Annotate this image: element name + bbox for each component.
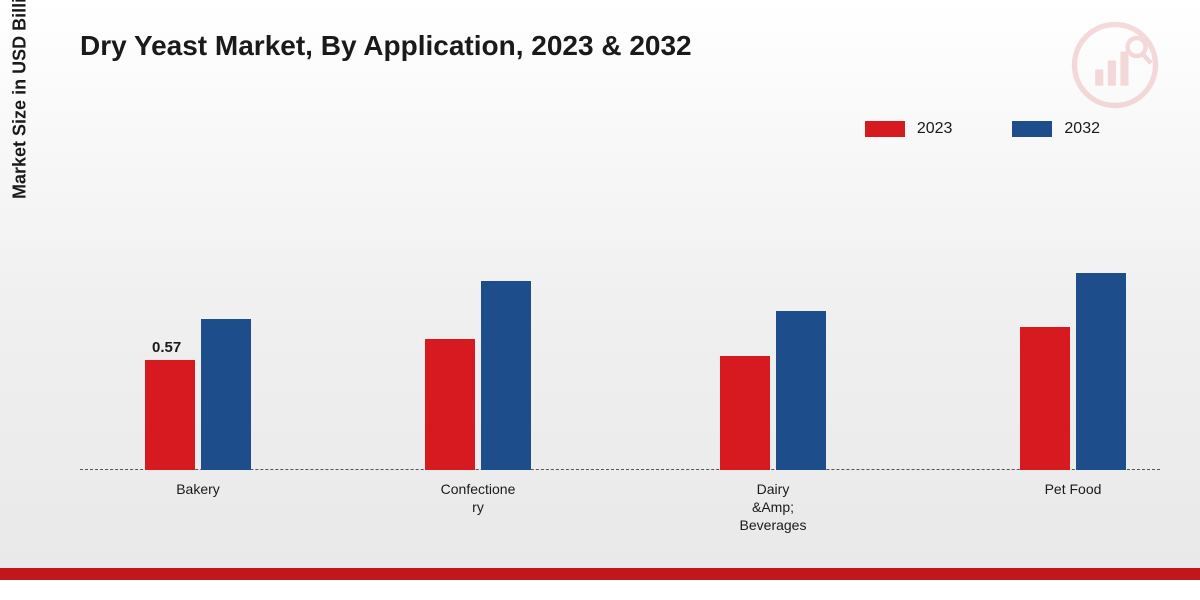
footer-bar xyxy=(0,568,1200,580)
category-label: Pet Food xyxy=(1013,480,1133,498)
bar xyxy=(776,311,826,470)
watermark-logo xyxy=(1070,20,1160,110)
legend-item-2023: 2023 xyxy=(865,120,953,138)
category-labels: Bakery Confectionery Dairy&Amp;Beverages Pe… xyxy=(80,480,1160,540)
bar-group xyxy=(425,281,531,470)
bar xyxy=(720,356,770,470)
bar xyxy=(145,360,195,470)
legend-label-2032: 2032 xyxy=(1064,120,1100,138)
bar xyxy=(481,281,531,470)
bar-group xyxy=(720,311,826,470)
chart-area: 0.57 xyxy=(80,180,1160,470)
legend-swatch-2023 xyxy=(865,121,905,137)
category-label: Confectionery xyxy=(418,480,538,516)
data-label: 0.57 xyxy=(152,339,181,356)
chart-title: Dry Yeast Market, By Application, 2023 &… xyxy=(80,30,692,62)
category-label: Bakery xyxy=(138,480,258,498)
bar-group xyxy=(1020,273,1126,470)
footer-white xyxy=(0,580,1200,600)
bar xyxy=(1020,327,1070,470)
bar xyxy=(425,339,475,470)
legend-item-2032: 2032 xyxy=(1012,120,1100,138)
legend: 2023 2032 xyxy=(865,120,1100,138)
legend-label-2023: 2023 xyxy=(917,120,953,138)
category-label: Dairy&Amp;Beverages xyxy=(713,480,833,535)
bar xyxy=(201,319,251,470)
y-axis-label: Market Size in USD Billion xyxy=(10,0,31,199)
bar xyxy=(1076,273,1126,470)
legend-swatch-2032 xyxy=(1012,121,1052,137)
